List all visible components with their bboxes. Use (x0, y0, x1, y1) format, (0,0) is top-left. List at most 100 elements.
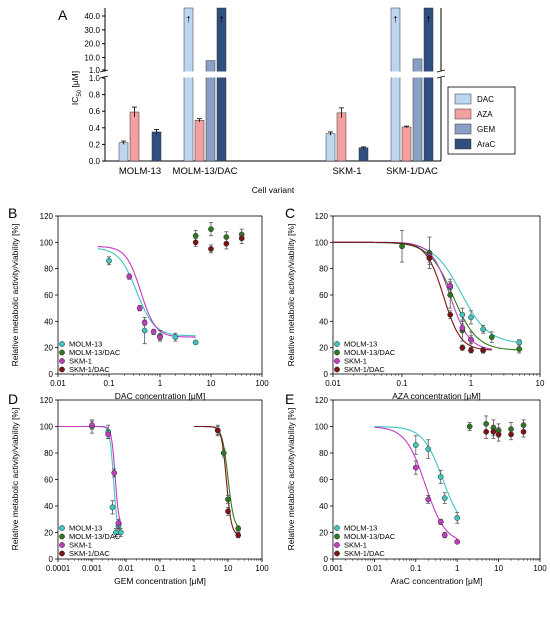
bar-aza-molm-13 (129, 111, 140, 162)
legend-marker-e-skm-1 (334, 542, 340, 548)
xtick-label-d-10: 10 (224, 564, 233, 573)
break-mark-left-1 (99, 69, 109, 73)
fit-curve-c-skm-1 (333, 241, 492, 350)
x-axis-label-a: Cell variant (252, 185, 295, 195)
point-e-skm-1-1 (425, 496, 432, 503)
xtick-label-e-0-01: 0.01 (367, 564, 383, 573)
ytick-label-d-120: 120 (40, 396, 54, 405)
ytick-label-d-0: 0 (49, 555, 54, 564)
tick-label-a-up-30.0: 30.0 (84, 26, 100, 35)
category-label-skm-1-dac: SKM-1/DAC (386, 166, 438, 177)
point-b-molm-13-dac-0 (192, 232, 199, 239)
point-b-molm-13-1 (141, 327, 148, 334)
fit-curve-c-molm-13 (333, 241, 520, 343)
point-e-skm-1-dac-3 (508, 431, 514, 438)
dagger-arac-skm-1-dac: † (426, 15, 430, 24)
point-e-molm-13-3 (441, 495, 448, 501)
point-b-skm-1-0 (126, 273, 133, 280)
panel-letter-d: D (8, 391, 18, 407)
legend-marker-d-skm-1 (59, 542, 65, 548)
category-label-molm-13: MOLM-13 (119, 166, 161, 177)
legend-marker-c-skm-1-dac (334, 366, 340, 373)
fit-curve-e-skm-1 (374, 426, 458, 539)
point-b-skm-1-4 (157, 334, 163, 340)
tick-label-a-low-0.6: 0.6 (89, 107, 101, 116)
break-mark-right-2 (436, 75, 446, 79)
ytick-label-d-100: 100 (40, 423, 54, 432)
y-axis-label-d: Relative metabolic activity/viability [%… (10, 408, 20, 551)
xtick-label-e-10: 10 (494, 564, 503, 573)
x-axis-label-c: AZA concentration [μM] (392, 391, 481, 401)
ytick-label-d-20: 20 (44, 529, 53, 538)
xtick-label-b-0-01: 0.01 (50, 379, 66, 388)
xtick-label-b-1: 1 (158, 379, 163, 388)
legend-label-b-skm-1: SKM-1 (69, 357, 92, 366)
point-c-skm-1-dac-0 (426, 255, 433, 261)
bar-gem-skm-1-dac (412, 58, 423, 162)
bar-dac-molm-13-dac (183, 7, 194, 162)
ytick-label-c-20: 20 (319, 344, 328, 353)
ytick-label-b-0: 0 (49, 370, 54, 379)
ytick-label-b-80: 80 (44, 265, 53, 274)
tick-label-a-low-1.0: 1.0 (89, 74, 101, 83)
xtick-label-e-0-001: 0.001 (323, 564, 344, 573)
legend-label-c-molm-13: MOLM-13 (344, 340, 377, 349)
point-b-molm-13-0 (106, 257, 112, 264)
ytick-label-d-60: 60 (44, 476, 53, 485)
bar-arac-molm-13-dac (216, 7, 227, 162)
legend-marker-c-skm-1 (334, 358, 340, 364)
point-e-skm-1-3 (441, 532, 448, 539)
xtick-label-d-0-1: 0.1 (154, 564, 166, 573)
legend-label-e-molm-13: MOLM-13 (344, 524, 377, 533)
ytick-label-e-60: 60 (319, 476, 328, 485)
fit-curve-b-molm-13 (97, 248, 196, 337)
point-b-skm-1-dac-2 (223, 240, 230, 247)
ytick-label-c-40: 40 (319, 317, 328, 326)
panel-letter-a: A (58, 7, 68, 23)
xtick-label-d-0-0001: 0.0001 (46, 564, 71, 573)
point-b-molm-13-4 (192, 339, 199, 346)
xtick-label-c-0-01: 0.01 (325, 379, 341, 388)
bar-arac-skm-1 (358, 147, 369, 162)
panel-letter-e: E (285, 391, 294, 407)
legend-label-b-skm-1-dac: SKM-1/DAC (69, 365, 110, 374)
ytick-label-c-100: 100 (315, 238, 329, 247)
point-e-skm-1-dac-4 (520, 428, 527, 435)
ytick-label-e-80: 80 (319, 449, 328, 458)
legend-label-c-molm-13-dac: MOLM-13/DAC (344, 348, 396, 357)
point-d-molm-13-2 (109, 504, 116, 511)
point-e-molm-13-1 (425, 446, 432, 452)
x-axis-label-d: GEM concentration [μM] (114, 576, 206, 586)
tick-label-a-low-0.0: 0.0 (89, 157, 101, 166)
tick-label-a-low-0.8: 0.8 (89, 91, 101, 100)
legend-label-e-skm-1: SKM-1 (344, 541, 367, 550)
point-b-skm-1-dac-3 (238, 235, 245, 242)
point-d-skm-1-3 (115, 520, 122, 527)
legend-label-arac: AraC (477, 140, 495, 149)
panel-a: A 0.0 0.2 0.4 0.6 0.8 1.01.0 10.0 20.0 30.0 40.0 IC… (58, 7, 516, 195)
legend-marker-b-skm-1 (59, 358, 65, 364)
tick-label-a-up-1.0: 1.0 (89, 66, 101, 75)
ytick-label-d-80: 80 (44, 449, 53, 458)
point-c-molm-13-dac-2 (447, 292, 454, 298)
point-c-molm-13-5 (516, 339, 523, 346)
point-b-molm-13-3 (172, 334, 179, 340)
xtick-label-c-10: 10 (536, 379, 545, 388)
bar-dac-skm-1-dac (390, 7, 401, 162)
legend-marker-c-molm-13-dac (334, 349, 340, 356)
y-axis-label-e: Relative metabolic activity/viability [%… (286, 408, 296, 551)
point-b-skm-1-2 (141, 319, 148, 326)
point-d-skm-1-0 (89, 422, 95, 429)
y-axis-label-c: Relative metabolic activity/viability [%… (286, 224, 296, 367)
legend-marker-e-molm-13-dac (334, 533, 340, 540)
ytick-label-e-40: 40 (319, 502, 328, 511)
bar-dac-skm-1 (325, 133, 336, 162)
legend-label-c-skm-1-dac: SKM-1/DAC (344, 365, 385, 374)
point-e-skm-1-4 (454, 538, 461, 545)
category-label-skm-1: SKM-1 (332, 166, 361, 177)
y-axis-label-b: Relative metabolic activity/viability [%… (10, 224, 20, 367)
legend-label-gem: GEM (477, 125, 496, 134)
ytick-label-b-100: 100 (40, 238, 54, 247)
